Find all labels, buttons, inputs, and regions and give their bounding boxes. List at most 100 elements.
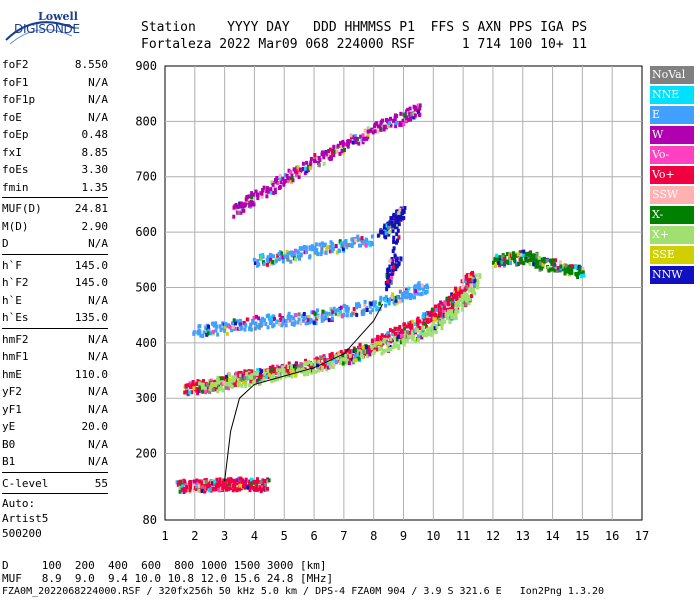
echo-point xyxy=(469,283,473,288)
echo-point xyxy=(455,289,458,293)
echo-point xyxy=(437,303,441,308)
echo-point xyxy=(463,292,467,297)
echo-point xyxy=(432,323,436,328)
echo-point xyxy=(241,478,245,483)
echo-point xyxy=(357,141,361,146)
echo-point xyxy=(334,244,338,249)
echo-point xyxy=(207,328,211,333)
param-row: B0 N/A xyxy=(2,436,108,454)
echo-point xyxy=(443,306,447,311)
echo-point xyxy=(194,481,198,485)
echo-point xyxy=(384,124,388,129)
echo-point xyxy=(408,325,412,330)
echo-point xyxy=(345,359,349,363)
echo-point xyxy=(328,364,332,369)
echo-point xyxy=(209,378,213,383)
echo-point xyxy=(401,209,405,213)
echo-point xyxy=(265,257,269,262)
echo-point xyxy=(280,255,284,260)
echo-point xyxy=(388,273,392,278)
echo-point xyxy=(576,275,580,279)
echo-point xyxy=(451,311,455,316)
echo-point xyxy=(290,370,294,374)
echo-point xyxy=(277,372,281,376)
echo-point xyxy=(362,310,366,315)
echo-point xyxy=(476,285,479,290)
echo-point xyxy=(184,384,188,389)
echo-point xyxy=(327,153,331,157)
echo-point xyxy=(390,275,393,280)
echo-point xyxy=(216,332,220,337)
echo-point xyxy=(188,488,192,493)
echo-point xyxy=(279,180,283,185)
x-tick-label: 14 xyxy=(545,529,559,543)
echo-point xyxy=(425,327,429,332)
echo-point xyxy=(250,369,254,374)
param-value: 8.85 xyxy=(81,145,109,159)
echo-point xyxy=(338,248,341,253)
echo-point xyxy=(304,358,307,363)
echo-point xyxy=(553,268,557,273)
echo-point xyxy=(228,372,231,377)
echo-point xyxy=(325,247,328,252)
echo-point xyxy=(313,246,317,251)
echo-point xyxy=(446,302,450,307)
echo-point xyxy=(409,117,413,122)
echo-point xyxy=(257,262,261,267)
echo-point xyxy=(388,267,392,272)
echo-point xyxy=(323,151,327,156)
echo-point xyxy=(347,361,351,366)
auto-scaling-line2: Artist5 xyxy=(2,512,49,525)
echo-point xyxy=(303,361,307,366)
echo-point xyxy=(303,250,307,255)
echo-point xyxy=(316,314,320,319)
echo-point xyxy=(429,332,433,337)
echo-point xyxy=(574,271,578,276)
echo-point xyxy=(452,295,456,300)
logo-line2: DIGISONDE xyxy=(14,22,80,36)
echo-point xyxy=(451,297,455,302)
echo-point xyxy=(210,381,214,386)
echo-point xyxy=(475,278,479,283)
echo-point xyxy=(537,255,541,260)
echo-point xyxy=(427,326,431,331)
echo-point xyxy=(185,485,189,490)
echo-point xyxy=(519,256,523,261)
echo-point xyxy=(447,311,451,316)
param-row: fmin 1.35 xyxy=(2,179,108,197)
legend-item-ssw: SSW xyxy=(650,186,694,204)
echo-point xyxy=(294,366,298,371)
echo-point xyxy=(405,290,409,295)
echo-point xyxy=(400,122,404,127)
echo-point xyxy=(251,202,255,207)
echo-point xyxy=(306,318,310,323)
echo-point xyxy=(281,321,285,326)
echo-point xyxy=(309,317,313,322)
echo-point xyxy=(267,316,271,321)
echo-point xyxy=(402,122,406,127)
param-value: 8.550 xyxy=(74,58,108,72)
echo-point xyxy=(290,322,294,326)
echo-point xyxy=(313,359,317,364)
echo-point xyxy=(412,295,416,300)
x-tick-label: 13 xyxy=(516,529,530,543)
echo-point xyxy=(394,225,397,230)
echo-point xyxy=(231,488,235,493)
echo-point xyxy=(373,124,377,129)
echo-point xyxy=(331,364,335,369)
echo-point xyxy=(364,243,368,247)
echo-point xyxy=(192,330,196,335)
echo-point xyxy=(256,258,260,263)
echo-point xyxy=(228,324,231,329)
echo-point xyxy=(278,176,282,181)
x-tick-label: 12 xyxy=(486,529,500,543)
echo-point xyxy=(364,136,368,141)
echo-point xyxy=(315,247,319,252)
echo-point xyxy=(497,260,501,265)
echo-point xyxy=(418,112,421,117)
echo-point xyxy=(394,220,398,225)
echo-point xyxy=(189,482,192,487)
echo-point xyxy=(379,229,383,234)
echo-point xyxy=(243,327,247,332)
echo-point xyxy=(319,252,323,257)
